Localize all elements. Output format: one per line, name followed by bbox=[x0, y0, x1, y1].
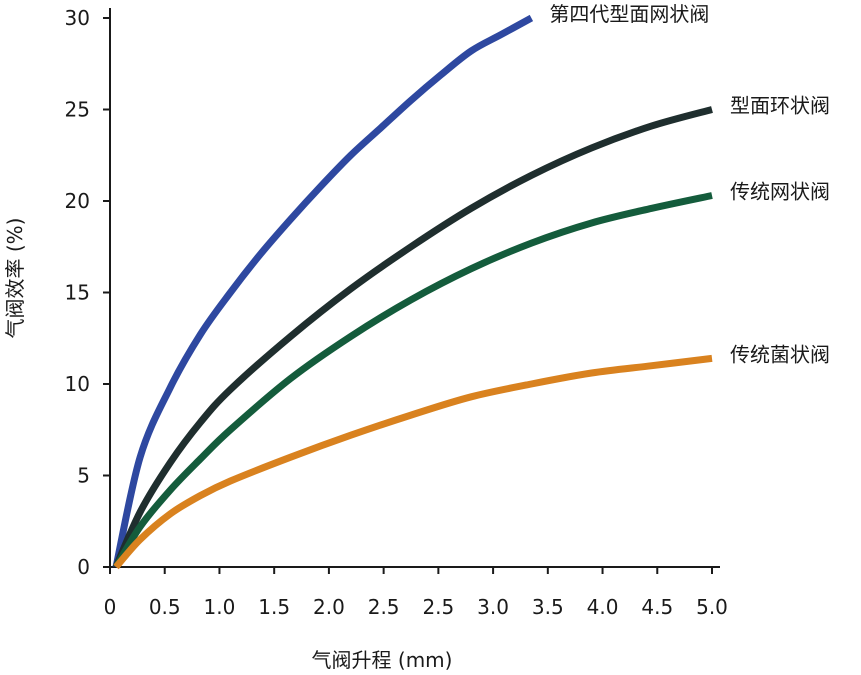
y-tick-label: 10 bbox=[65, 372, 90, 396]
series-label-3: 传统菌状阀 bbox=[730, 342, 830, 366]
y-tick-label: 20 bbox=[65, 189, 90, 213]
series-line-0 bbox=[112, 14, 534, 568]
y-tick-label: 5 bbox=[77, 464, 90, 488]
series-line-3 bbox=[113, 354, 713, 570]
x-tick-label: 4.0 bbox=[587, 595, 619, 619]
y-tick-label: 25 bbox=[65, 98, 90, 122]
x-tick-label: 0 bbox=[104, 595, 117, 619]
x-tick-label: 2.0 bbox=[313, 595, 345, 619]
axes bbox=[109, 8, 720, 568]
x-tick-label: 2.5 bbox=[368, 595, 400, 619]
x-ticks: 0 0.5 1.0 1.5 2.0 2.5 2.5 3.0 3.5 4.0 4.5 5.0 bbox=[104, 567, 728, 619]
x-tick-label: 3.0 bbox=[477, 595, 509, 619]
x-axis-title: 气阀升程 (mm) bbox=[312, 648, 453, 672]
series-lines bbox=[112, 14, 713, 570]
x-tick-label: 2.5 bbox=[422, 595, 454, 619]
x-tick-label: 4.5 bbox=[641, 595, 673, 619]
y-tick-label: 0 bbox=[77, 555, 90, 579]
x-tick-label: 1.5 bbox=[258, 595, 290, 619]
x-tick-label: 0.5 bbox=[149, 595, 181, 619]
series-label-2: 传统网状阀 bbox=[730, 180, 830, 204]
series-label-1: 型面环状阀 bbox=[730, 94, 830, 118]
y-tick-label: 15 bbox=[65, 281, 90, 305]
series-line-1 bbox=[112, 106, 713, 569]
y-ticks: 0 5 10 15 20 25 30 bbox=[65, 6, 110, 579]
x-tick-label: 3.5 bbox=[532, 595, 564, 619]
series-line-2 bbox=[113, 192, 713, 569]
y-axis-title: 气阀效率 (%) bbox=[3, 218, 27, 339]
series-label-0: 第四代型面网状阀 bbox=[549, 2, 709, 26]
x-tick-label: 5.0 bbox=[696, 595, 728, 619]
y-tick-label: 30 bbox=[65, 6, 90, 30]
x-tick-label: 1.0 bbox=[204, 595, 236, 619]
